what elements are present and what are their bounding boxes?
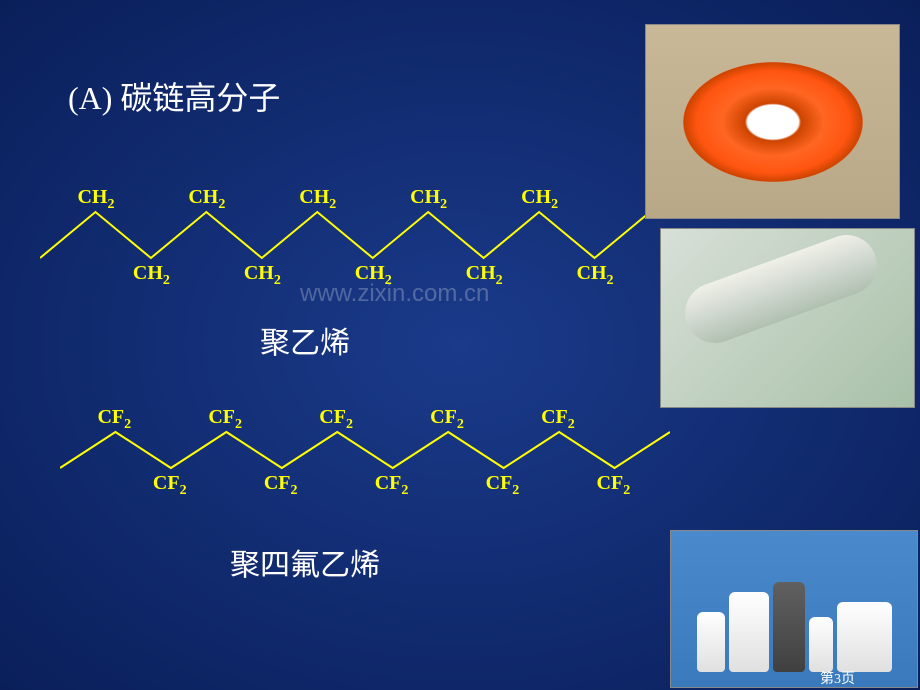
chain-unit-top: CF2 bbox=[97, 406, 131, 433]
chain-unit-top: CH2 bbox=[299, 186, 336, 213]
chain-unit-top: CH2 bbox=[521, 186, 558, 213]
product-photo-film-roll bbox=[660, 228, 915, 408]
chain-unit-bottom: CF2 bbox=[153, 472, 187, 499]
section-title: (A) 碳链高分子 bbox=[68, 78, 288, 120]
coil-icon bbox=[683, 62, 863, 182]
polymer-name-ptfe: 聚四氟乙烯 bbox=[230, 540, 380, 584]
chain-unit-bottom: CH2 bbox=[466, 262, 503, 289]
ptfe-cylinder bbox=[729, 592, 769, 672]
polyethylene-chain: CH2CH2CH2CH2CH2CH2CH2CH2CH2CH2 bbox=[40, 190, 650, 280]
chain-unit-top: CH2 bbox=[410, 186, 447, 213]
product-photo-ptfe-parts bbox=[670, 530, 918, 688]
chain-unit-bottom: CF2 bbox=[264, 472, 298, 499]
chain-unit-top: CF2 bbox=[319, 406, 353, 433]
roll-icon bbox=[677, 227, 885, 352]
ptfe-cylinder bbox=[809, 617, 833, 672]
chain-unit-bottom: CH2 bbox=[355, 262, 392, 289]
chain-unit-bottom: CF2 bbox=[486, 472, 520, 499]
ptfe-cylinder bbox=[773, 582, 805, 672]
ptfe-cylinder bbox=[837, 602, 892, 672]
chain-unit-top: CH2 bbox=[77, 186, 114, 213]
chain-unit-top: CH2 bbox=[188, 186, 225, 213]
product-photo-tubing-coil bbox=[645, 24, 900, 219]
chain-unit-bottom: CF2 bbox=[597, 472, 631, 499]
chain-unit-bottom: CH2 bbox=[577, 262, 614, 289]
watermark-text: www.zixin.com.cn bbox=[300, 280, 489, 308]
chain-unit-bottom: CH2 bbox=[133, 262, 170, 289]
chain-unit-bottom: CH2 bbox=[244, 262, 281, 289]
chain-unit-top: CF2 bbox=[541, 406, 575, 433]
page-number: 第3页 bbox=[820, 668, 855, 688]
chain-unit-top: CF2 bbox=[430, 406, 464, 433]
ptfe-cylinder bbox=[697, 612, 725, 672]
chain-unit-top: CF2 bbox=[208, 406, 242, 433]
polymer-name-polyethylene: 聚乙烯 bbox=[260, 318, 350, 362]
ptfe-chain: CF2CF2CF2CF2CF2CF2CF2CF2CF2CF2 bbox=[60, 410, 670, 490]
chain-unit-bottom: CF2 bbox=[375, 472, 409, 499]
